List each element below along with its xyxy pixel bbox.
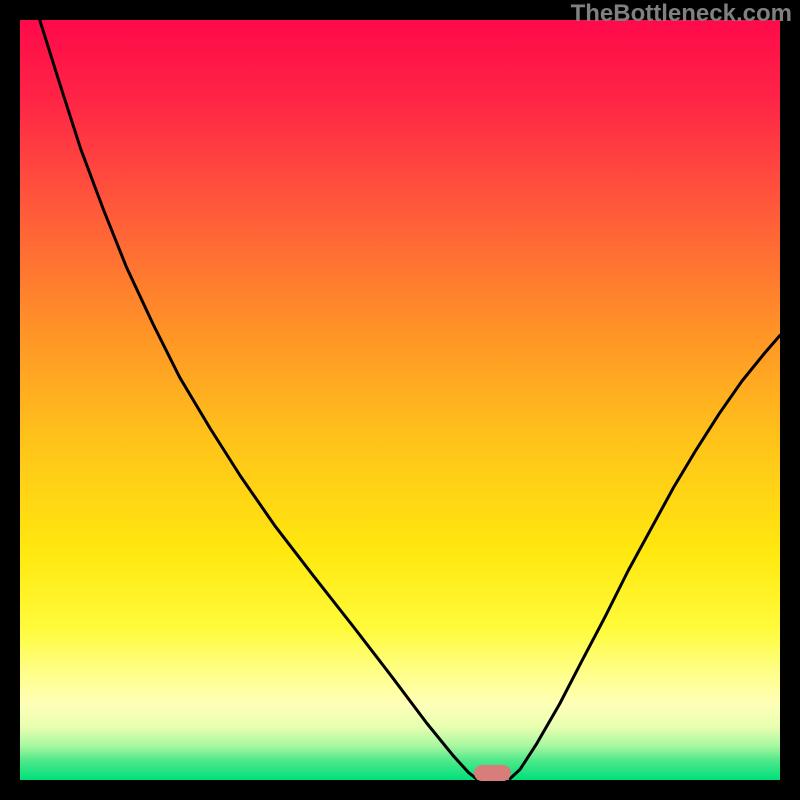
curve-right-branch (510, 335, 780, 778)
optimum-marker (474, 765, 510, 781)
watermark-text: TheBottleneck.com (571, 0, 792, 28)
bottleneck-chart: TheBottleneck.com (0, 0, 800, 800)
curve-left-branch (40, 20, 476, 778)
chart-curve-layer (0, 0, 800, 800)
